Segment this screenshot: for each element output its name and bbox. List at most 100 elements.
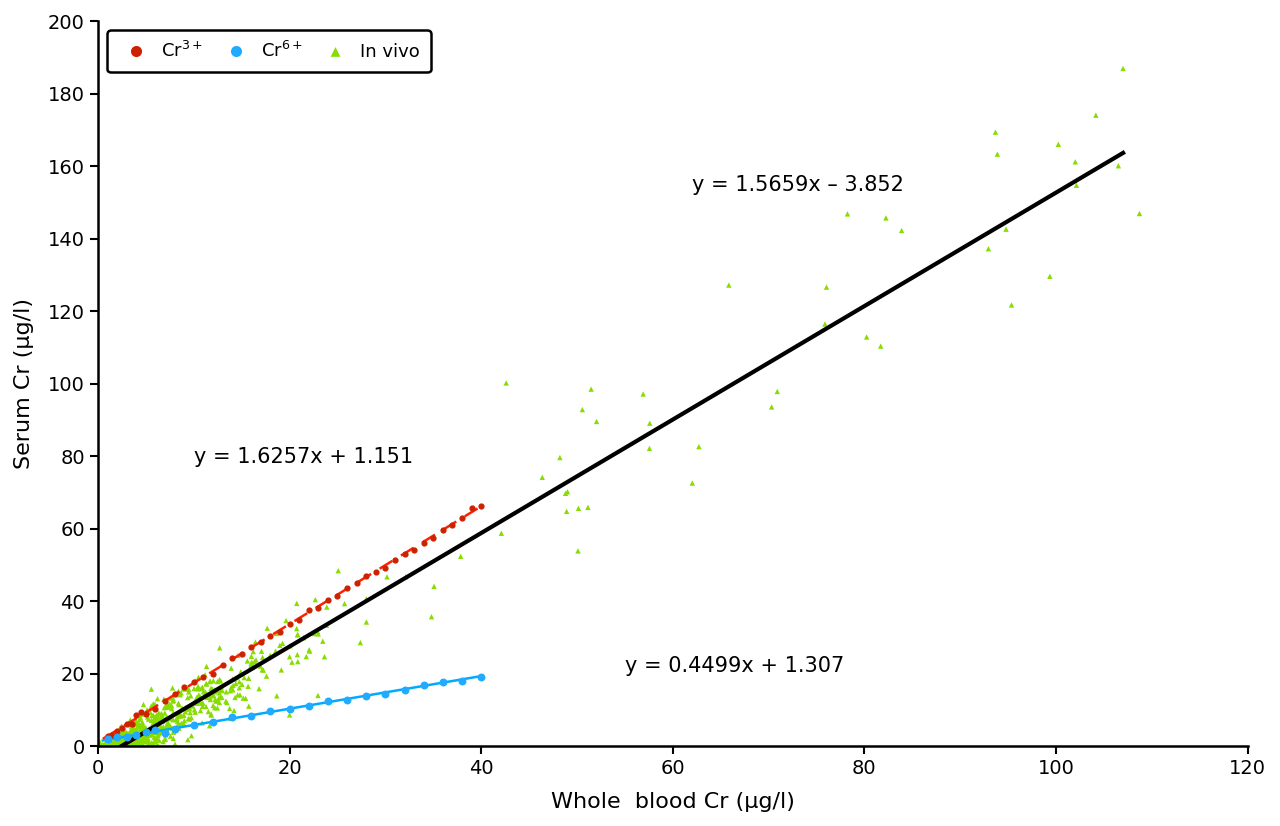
Point [125, 708, 146, 721]
Point [150, 710, 170, 724]
Point [282, 656, 302, 669]
Point [95, 739, 115, 752]
Point [157, 700, 178, 714]
Point [91, 739, 111, 752]
Point [356, 592, 376, 605]
Point [159, 719, 179, 733]
Point [96, 739, 116, 752]
Point [90, 739, 110, 752]
Point [164, 725, 184, 738]
Point [105, 739, 125, 752]
Point [110, 739, 131, 752]
Point [197, 688, 218, 701]
Point [238, 700, 259, 713]
Point [114, 739, 134, 752]
Point [196, 660, 216, 673]
Point [91, 739, 111, 752]
Point [102, 739, 123, 752]
Point [90, 739, 110, 752]
Point [154, 720, 174, 733]
Point [97, 739, 118, 752]
Point [104, 739, 124, 752]
Point [90, 739, 110, 752]
Point [96, 739, 116, 752]
Point [161, 700, 182, 713]
Point [90, 739, 110, 752]
Point [91, 739, 111, 752]
Point [166, 713, 187, 726]
Point [113, 739, 133, 752]
Point [128, 720, 148, 733]
Point [128, 729, 148, 742]
Point [102, 739, 123, 752]
Point [90, 739, 110, 752]
Point [90, 739, 110, 752]
Point [125, 737, 146, 750]
Point [125, 718, 146, 731]
Point [178, 691, 198, 705]
Point [177, 702, 197, 715]
Point [210, 674, 230, 687]
Point [122, 733, 142, 746]
Point [639, 442, 659, 455]
Point [115, 739, 136, 752]
Point [154, 693, 174, 706]
Point [143, 697, 164, 710]
Point [93, 739, 114, 752]
Point [110, 739, 131, 752]
Point [106, 739, 127, 752]
Legend: Cr$^{3+}$, Cr$^{6+}$, In vivo: Cr$^{3+}$, Cr$^{6+}$, In vivo [108, 31, 431, 72]
Point [138, 732, 159, 745]
Point [151, 721, 172, 734]
Point [396, 570, 416, 583]
Point [96, 739, 116, 752]
Point [90, 739, 110, 752]
Point [375, 687, 396, 700]
Point [132, 707, 152, 720]
Point [143, 718, 164, 731]
Point [105, 738, 125, 752]
Point [97, 739, 118, 752]
Point [108, 739, 128, 752]
Point [99, 739, 119, 752]
Point [90, 739, 110, 752]
Point [95, 739, 115, 752]
Point [123, 721, 143, 734]
Point [109, 739, 129, 752]
Point [91, 739, 111, 752]
Point [572, 403, 593, 416]
Point [109, 739, 129, 752]
Point [92, 739, 113, 752]
Point [100, 739, 120, 752]
Point [156, 700, 177, 713]
Point [90, 739, 110, 752]
Point [101, 739, 122, 752]
Point [91, 739, 111, 752]
Point [689, 440, 709, 453]
Point [131, 723, 151, 736]
Point [186, 693, 206, 706]
Point [492, 527, 512, 540]
Point [93, 739, 114, 752]
Point [111, 719, 132, 733]
Point [129, 726, 150, 739]
Point [92, 739, 113, 752]
Point [148, 739, 169, 752]
Point [108, 739, 128, 752]
Point [100, 739, 120, 752]
Point [166, 712, 187, 725]
Point [95, 739, 115, 752]
Point [114, 733, 134, 747]
Point [97, 739, 118, 752]
Point [159, 697, 179, 710]
Point [128, 727, 148, 740]
Point [110, 739, 131, 752]
Point [99, 739, 119, 752]
Point [109, 733, 129, 746]
Point [125, 736, 146, 749]
Point [122, 739, 142, 752]
Point [314, 650, 334, 663]
Point [99, 739, 119, 752]
Point [90, 739, 110, 752]
Point [118, 739, 138, 752]
